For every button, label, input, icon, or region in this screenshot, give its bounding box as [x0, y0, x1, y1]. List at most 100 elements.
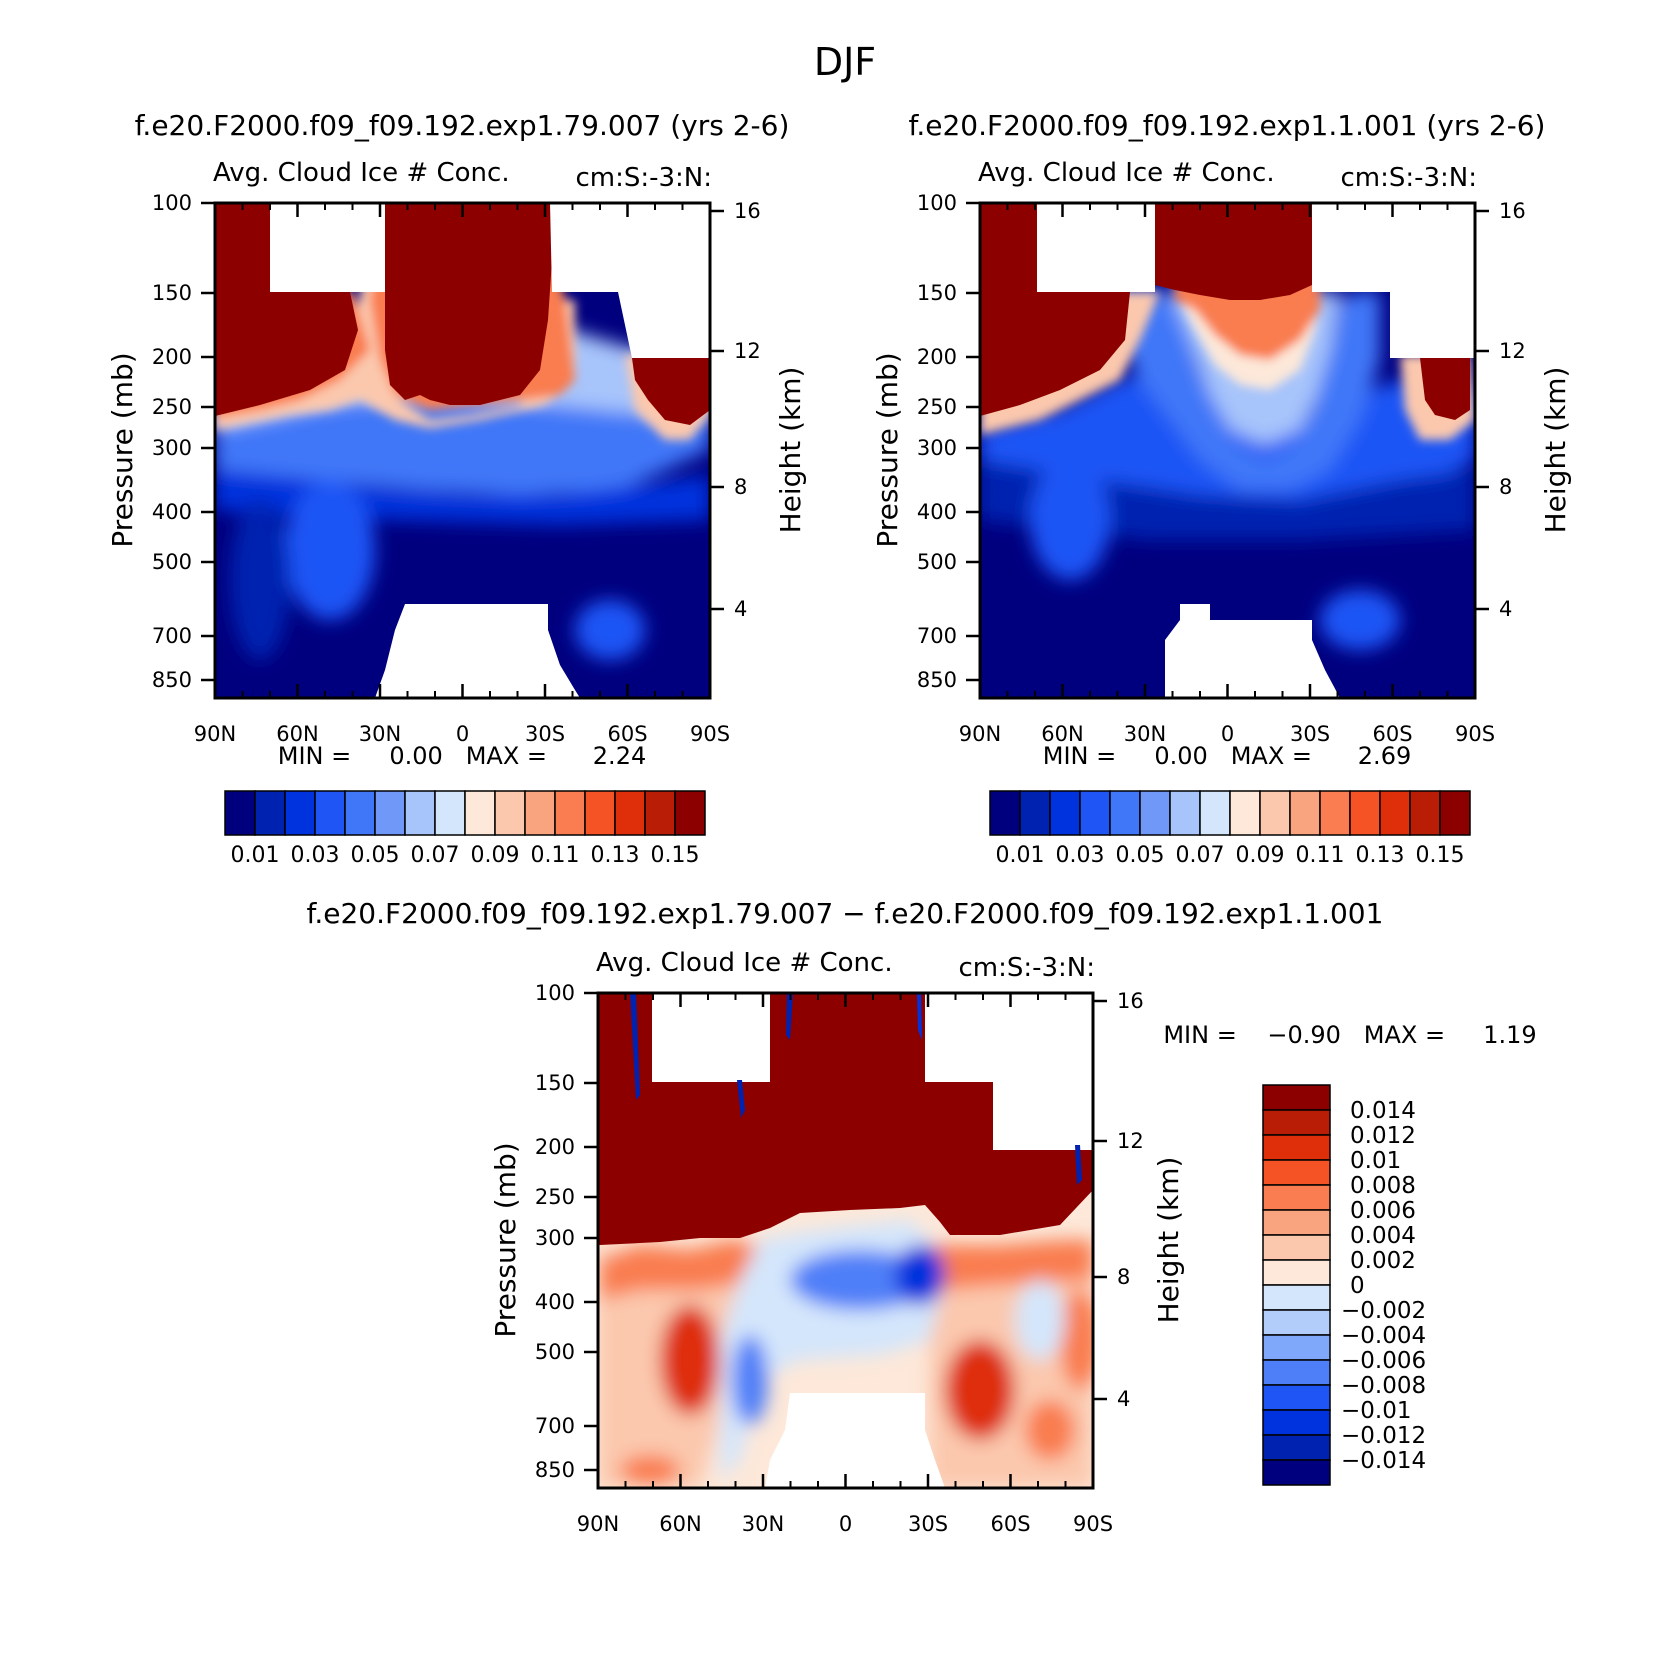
- colorbar-label-c: −0.004: [1341, 1323, 1426, 1349]
- x-tick-label-c: 60S: [990, 1512, 1030, 1536]
- x-tick-label-a: 90S: [690, 722, 730, 746]
- colorbar-label-c: 0.014: [1350, 1098, 1416, 1124]
- colorbar-swatch: [344, 790, 376, 836]
- colorbar-label-c: 0: [1350, 1273, 1365, 1299]
- colorbar-label-b: 0.15: [1416, 843, 1465, 868]
- colorbar-swatch: [1262, 1184, 1331, 1211]
- colorbar-swatch: [494, 790, 526, 836]
- y-axis-right-title-c: Height (km): [1152, 1157, 1185, 1324]
- y-tick-label-b: 200: [917, 345, 957, 369]
- colorbar-swatch: [1439, 790, 1471, 836]
- colorbar-swatch: [1409, 790, 1441, 836]
- x-axis-c: 90N 60N 30N 0 30S 60S 90S: [577, 1512, 1113, 1536]
- y-axis-title-b: Pressure (mb): [871, 352, 904, 547]
- y-right-tick-label-c: 8: [1117, 1265, 1130, 1289]
- y-tick-label-a: 400: [152, 500, 192, 524]
- colorbar-label-a: 0.13: [591, 843, 640, 868]
- colorbar-label-a: 0.05: [351, 843, 400, 868]
- y-right-tick-label-a: 12: [734, 339, 761, 363]
- y-right-tick-label-c: 12: [1117, 1129, 1144, 1153]
- y-right-tick-label-b: 12: [1499, 339, 1526, 363]
- negative-streaks-c: [630, 993, 1082, 1185]
- colorbar-swatch: [1262, 1384, 1331, 1411]
- y-tick-label-b: 500: [917, 550, 957, 574]
- colorbar-label-c: −0.002: [1341, 1298, 1426, 1324]
- y-tick-label-b: 250: [917, 395, 957, 419]
- units-a: cm:S:-3:N:: [575, 163, 712, 193]
- colorbar-swatch: [1262, 1234, 1331, 1261]
- y-tick-label-c: 700: [535, 1414, 575, 1438]
- colorbar-swatch: [1262, 1084, 1331, 1111]
- x-tick-label-b: 60N: [1041, 722, 1083, 746]
- y-tick-label-a: 850: [152, 668, 192, 692]
- colorbar-label-a: 0.11: [531, 843, 580, 868]
- colorbar-label-c: 0.012: [1350, 1123, 1416, 1149]
- colorbar-swatch: [1379, 790, 1411, 836]
- panel-difference: f.e20.F2000.f09_f09.192.exp1.79.007 − f.…: [307, 897, 1537, 1536]
- y-right-tick-label-b: 8: [1499, 475, 1512, 499]
- colorbar-label-a: 0.07: [411, 843, 460, 868]
- colorbar-label-b: 0.01: [996, 843, 1045, 868]
- contour-field-c: [598, 993, 1093, 1488]
- y-axis-right-title-b: Height (km): [1539, 367, 1572, 534]
- y-tick-label-c: 100: [535, 981, 575, 1005]
- colorbar-label-b: 0.03: [1056, 843, 1105, 868]
- colorbar-swatches-c: [1262, 1084, 1331, 1486]
- y-axis-right-title-a: Height (km): [774, 367, 807, 534]
- colorbar-a: 0.01 0.03 0.05 0.07 0.09 0.11 0.13 0.15: [224, 790, 706, 868]
- y-axis-a: 100 150 200 250 300 400 500 700 850 Pres…: [106, 191, 192, 692]
- colorbar-swatch: [1262, 1309, 1331, 1336]
- colorbar-swatch: [554, 790, 586, 836]
- y-tick-label-b: 150: [917, 281, 957, 305]
- colorbar-swatch: [1319, 790, 1351, 836]
- colorbar-swatch: [1109, 790, 1141, 836]
- y-right-tick-label-a: 16: [734, 199, 761, 223]
- y-tick-label-a: 200: [152, 345, 192, 369]
- run-title-b: f.e20.F2000.f09_f09.192.exp1.1.001 (yrs …: [909, 109, 1546, 142]
- contour-field-b: [980, 203, 1475, 698]
- x-tick-label-b: 30N: [1124, 722, 1166, 746]
- colorbar-c: 0.014 0.012 0.01 0.008 0.006 0.004 0.002…: [1262, 1084, 1426, 1486]
- colorbar-label-a: 0.03: [291, 843, 340, 868]
- y-axis-right-b: 16 12 8 4 Height (km): [1499, 199, 1572, 621]
- x-tick-label-c: 0: [839, 1512, 852, 1536]
- colorbar-label-c: −0.01: [1341, 1398, 1411, 1424]
- run-title-a: f.e20.F2000.f09_f09.192.exp1.79.007 (yrs…: [135, 109, 790, 142]
- colorbar-swatch: [1262, 1134, 1331, 1161]
- x-tick-label-b: 90S: [1455, 722, 1495, 746]
- colorbar-swatch: [1079, 790, 1111, 836]
- colorbar-label-c: 0.01: [1350, 1148, 1401, 1174]
- y-axis-title-c: Pressure (mb): [489, 1142, 522, 1337]
- units-c: cm:S:-3:N:: [958, 953, 1095, 983]
- colorbar-swatch: [434, 790, 466, 836]
- axis-ticks: [201, 201, 1489, 1488]
- y-tick-label-a: 500: [152, 550, 192, 574]
- page-title: DJF: [814, 40, 876, 84]
- colorbar-swatch: [1289, 790, 1321, 836]
- y-tick-label-a: 250: [152, 395, 192, 419]
- colorbar-swatch: [1019, 790, 1051, 836]
- x-tick-label-c: 30S: [908, 1512, 948, 1536]
- y-tick-label-c: 500: [535, 1340, 575, 1364]
- y-right-tick-label-c: 4: [1117, 1387, 1130, 1411]
- colorbar-swatch: [374, 790, 406, 836]
- colorbar-swatch: [224, 790, 256, 836]
- y-tick-label-b: 300: [917, 436, 957, 460]
- colorbar-swatch: [1262, 1159, 1331, 1186]
- colorbar-swatch: [284, 790, 316, 836]
- colorbar-label-b: 0.07: [1176, 843, 1225, 868]
- y-tick-label-a: 700: [152, 624, 192, 648]
- colorbar-swatch: [1262, 1259, 1331, 1286]
- colorbar-b: 0.01 0.03 0.05 0.07 0.09 0.11 0.13 0.15: [989, 790, 1471, 868]
- colorbar-swatch: [1262, 1109, 1331, 1136]
- colorbar-label-c: −0.008: [1341, 1373, 1426, 1399]
- x-tick-label-b: 90N: [959, 722, 1001, 746]
- colorbar-label-b: 0.09: [1236, 843, 1285, 868]
- y-axis-b: 100 150 200 250 300 400 500 700 850 Pres…: [871, 191, 957, 692]
- x-axis-a: 90N 60N 30N 0 30S 60S 90S: [194, 722, 730, 746]
- colorbar-swatch: [1349, 790, 1381, 836]
- colorbar-swatch: [674, 790, 706, 836]
- x-tick-label-c: 90N: [577, 1512, 619, 1536]
- colorbar-swatch: [1262, 1409, 1331, 1436]
